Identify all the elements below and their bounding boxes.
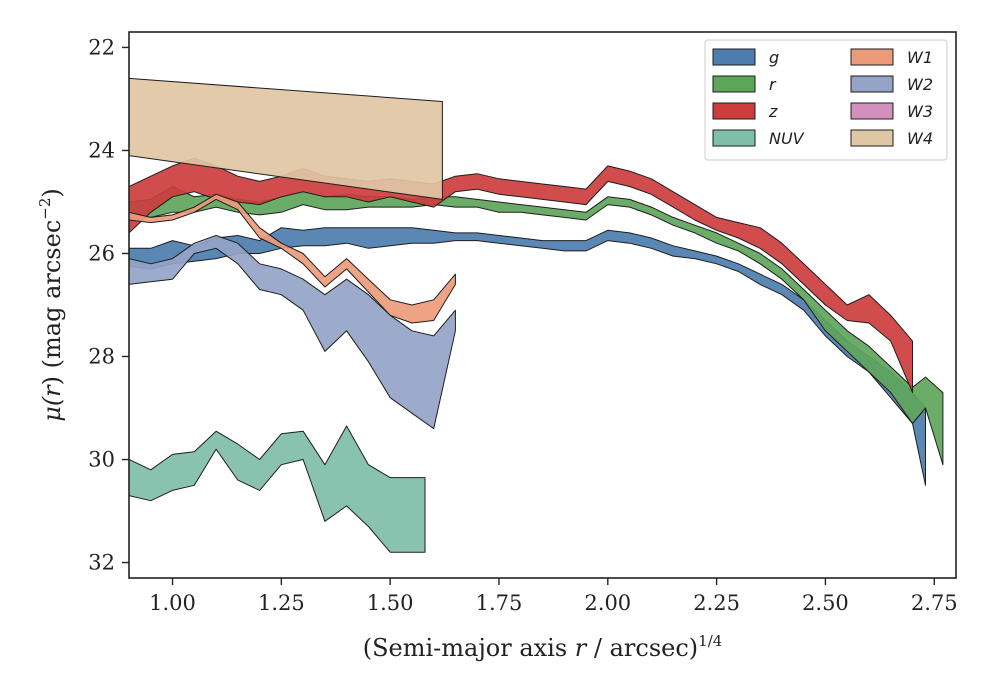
x-tick-label: 1.50 <box>367 591 414 615</box>
legend-swatch-r <box>712 75 756 93</box>
y-tick-label: 28 <box>88 345 115 369</box>
x-tick-label: 1.75 <box>476 591 523 615</box>
x-tick-label: 2.50 <box>802 591 849 615</box>
legend-label-g: g <box>769 48 779 67</box>
legend: grz NUV W1 W2 W3 W4 <box>704 39 948 161</box>
y-tick-label: 30 <box>88 448 115 472</box>
y-tick-label: 26 <box>88 241 115 265</box>
band-w1 <box>129 193 456 324</box>
x-tick-label: 1.25 <box>258 591 305 615</box>
legend-swatch-w3 <box>850 102 894 120</box>
band-g <box>129 227 926 486</box>
legend-label-w3: W3 <box>907 102 933 121</box>
legend-label-r: r <box>769 75 777 94</box>
x-tick-label: 2.75 <box>911 591 958 615</box>
band-nuv <box>129 425 426 553</box>
legend-swatch-nuv <box>712 129 756 147</box>
y-tick-label: 22 <box>88 35 115 59</box>
x-tick-label: 1.00 <box>149 591 196 615</box>
band-w4 <box>129 77 443 200</box>
band-w2 <box>129 235 456 430</box>
legend-label-w4: W4 <box>907 129 933 148</box>
legend-swatch-w1 <box>850 48 894 66</box>
band-layer <box>129 77 944 553</box>
tick-layer: 1.00 1.25 1.50 1.75 2.00 2.25 2.50 2.75 22 24 26 28… <box>88 35 957 615</box>
legend-label-nuv: NUV <box>769 129 805 148</box>
band-z <box>129 157 913 394</box>
legend-swatch-z <box>712 102 756 120</box>
legend-label-z: z <box>768 102 778 121</box>
x-tick-label: 2.25 <box>693 591 740 615</box>
legend-label-w1: W1 <box>907 48 933 67</box>
y-axis-label: μ(r) (mag arcsec−2) <box>36 188 66 422</box>
y-tick-label: 24 <box>88 138 115 162</box>
legend-swatch-w4 <box>850 129 894 147</box>
legend-label-w2: W2 <box>907 75 933 94</box>
legend-swatch-g <box>712 48 756 66</box>
y-tick-label: 32 <box>88 551 115 575</box>
x-axis-label: (Semi-major axis r / arcsec)1/4 <box>363 632 723 662</box>
x-tick-label: 2.00 <box>584 591 631 615</box>
plot-frame <box>128 31 957 579</box>
legend-swatch-w2 <box>850 75 894 93</box>
